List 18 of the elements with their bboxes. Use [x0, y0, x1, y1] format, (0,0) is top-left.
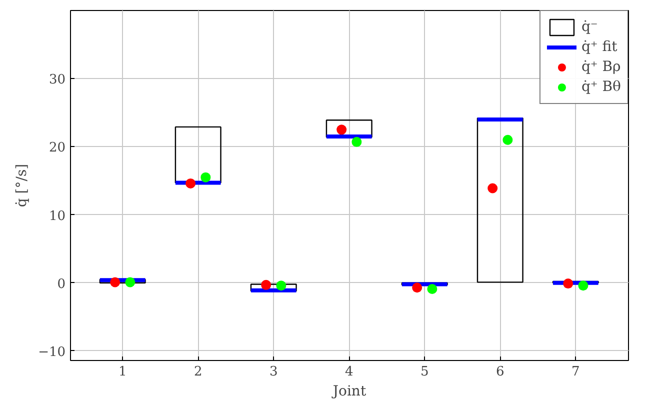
x-axis-title: Joint	[330, 384, 366, 400]
legend-label: q̇⁻	[581, 19, 599, 35]
x-tick-label: 6	[496, 364, 504, 380]
legend-label: q̇⁺ fit	[581, 39, 618, 55]
y-axis-title: q̇ [°/s]	[14, 164, 30, 208]
y-tick-label: 10	[48, 208, 66, 224]
y-tick-label: 30	[48, 72, 66, 88]
legend-label: q̇⁺ Bθ	[581, 79, 621, 95]
legend-label: q̇⁺ Bρ	[581, 59, 621, 75]
y-tick-label: −10	[38, 344, 66, 360]
x-tick-label: 7	[572, 364, 580, 380]
x-tick-label: 1	[118, 364, 127, 380]
y-tick-label: 20	[48, 140, 66, 156]
x-tick-label: 2	[194, 364, 202, 380]
y-tick-label: 0	[57, 276, 66, 292]
x-tick-label: 3	[269, 364, 278, 380]
x-tick-label: 4	[344, 364, 354, 380]
x-tick-label: 5	[420, 364, 429, 380]
